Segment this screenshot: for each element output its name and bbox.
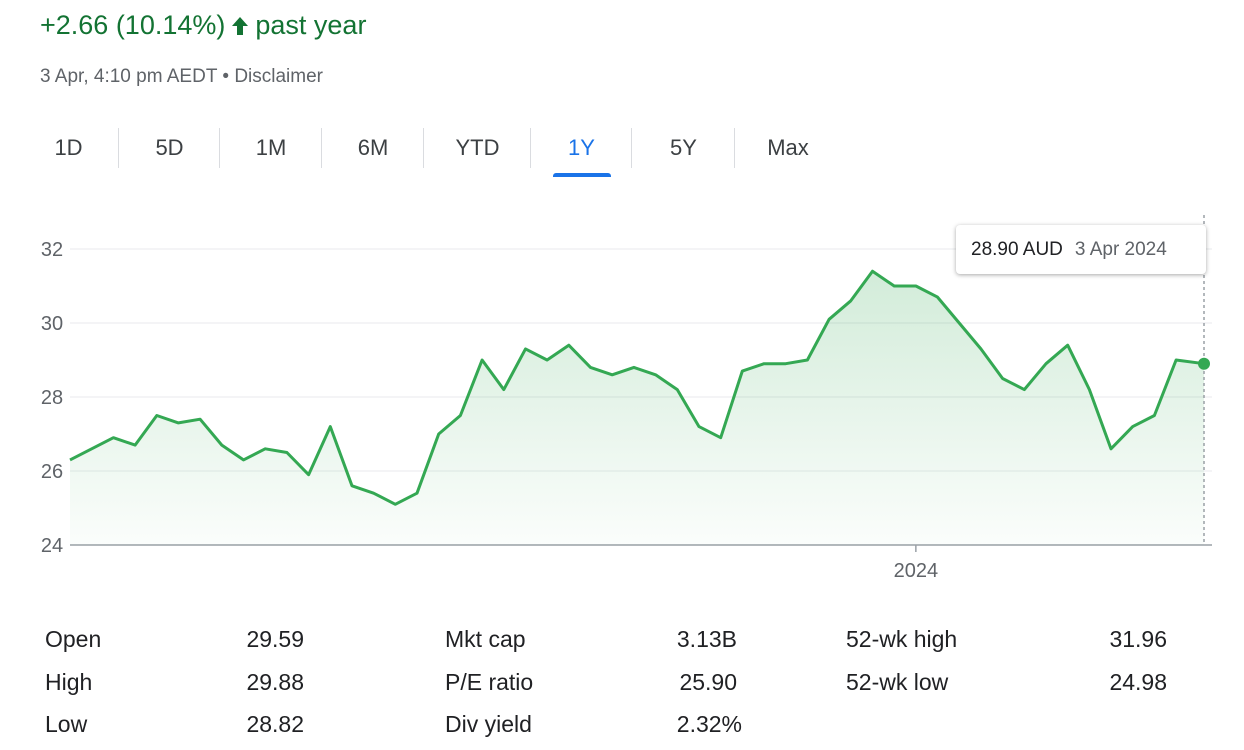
change-period: past year	[255, 10, 367, 40]
range-tabs: 1D 5D 1M 6M YTD 1Y 5Y Max	[18, 126, 841, 177]
tab-6m[interactable]: 6M	[322, 126, 424, 170]
tab-ytd[interactable]: YTD	[424, 126, 531, 170]
change-value: +2.66 (10.14%)	[40, 10, 226, 40]
stat-value-pe-ratio: 25.90	[679, 669, 737, 695]
quote-meta: 3 Apr, 4:10 pm AEDT • Disclaimer	[40, 66, 323, 88]
tab-1m[interactable]: 1M	[220, 126, 322, 170]
stat-value-52wk-low: 24.98	[1109, 669, 1167, 695]
tab-5d[interactable]: 5D	[119, 126, 220, 170]
tooltip-date: 3 Apr 2024	[1074, 238, 1167, 260]
stat-value-52wk-high: 31.96	[1109, 626, 1167, 652]
hover-point	[1198, 357, 1210, 370]
stat-label-52wk-low: 52-wk low	[846, 669, 949, 695]
price-line	[69, 269, 1205, 506]
timestamp: 3 Apr, 4:10 pm AEDT	[40, 66, 218, 87]
tab-1d[interactable]: 1D	[18, 126, 119, 170]
tooltip-price: 28.90 AUD	[971, 238, 1063, 260]
price-area	[70, 271, 1204, 545]
y-tick-label: 26	[41, 461, 63, 483]
x-axis-labels: 2024	[894, 545, 939, 582]
active-tab-indicator	[552, 173, 611, 177]
tab-max[interactable]: Max	[735, 126, 841, 170]
tab-1y[interactable]: 1Y	[531, 126, 632, 177]
tab-5y[interactable]: 5Y	[632, 126, 735, 170]
separator: •	[222, 66, 230, 87]
tab-label: 5D	[155, 135, 184, 160]
tab-label: 5Y	[670, 135, 697, 160]
tab-label: 1D	[54, 135, 83, 160]
key-stats: Open 29.59 High 29.88 Low 28.82 Mkt cap …	[45, 620, 1175, 750]
tab-label: 1M	[255, 135, 287, 160]
stat-label-open: Open	[45, 626, 102, 652]
arrow-up-icon	[229, 15, 251, 37]
stat-value-div-yield: 2.32%	[676, 711, 742, 737]
stat-label-pe-ratio: P/E ratio	[445, 669, 534, 695]
tab-label: 1Y	[568, 135, 595, 160]
stat-value-open: 29.59	[246, 626, 304, 652]
stat-value-mkt-cap: 3.13B	[676, 626, 737, 652]
disclaimer-link[interactable]: Disclaimer	[234, 66, 323, 87]
chart-tooltip: 28.90 AUD 3 Apr 2024	[956, 225, 1206, 274]
tab-label: Max	[767, 135, 809, 160]
y-tick-label: 30	[41, 313, 63, 335]
stat-label-52wk-high: 52-wk high	[846, 626, 958, 652]
x-tick-label: 2024	[894, 560, 939, 582]
price-change: +2.66 (10.14%) past year	[40, 10, 366, 41]
stat-value-high: 29.88	[246, 669, 304, 695]
stat-label-low: Low	[45, 711, 88, 737]
stat-value-low: 28.82	[246, 711, 304, 737]
stat-label-mkt-cap: Mkt cap	[445, 626, 526, 652]
y-tick-label: 32	[41, 239, 63, 261]
stat-label-high: High	[45, 669, 93, 695]
y-axis-labels: 24 26 28 30 32	[41, 239, 63, 557]
stat-label-div-yield: Div yield	[445, 711, 532, 737]
tab-label: YTD	[455, 135, 500, 160]
y-tick-label: 24	[41, 535, 63, 557]
y-tick-label: 28	[41, 387, 63, 409]
tab-label: 6M	[357, 135, 389, 160]
